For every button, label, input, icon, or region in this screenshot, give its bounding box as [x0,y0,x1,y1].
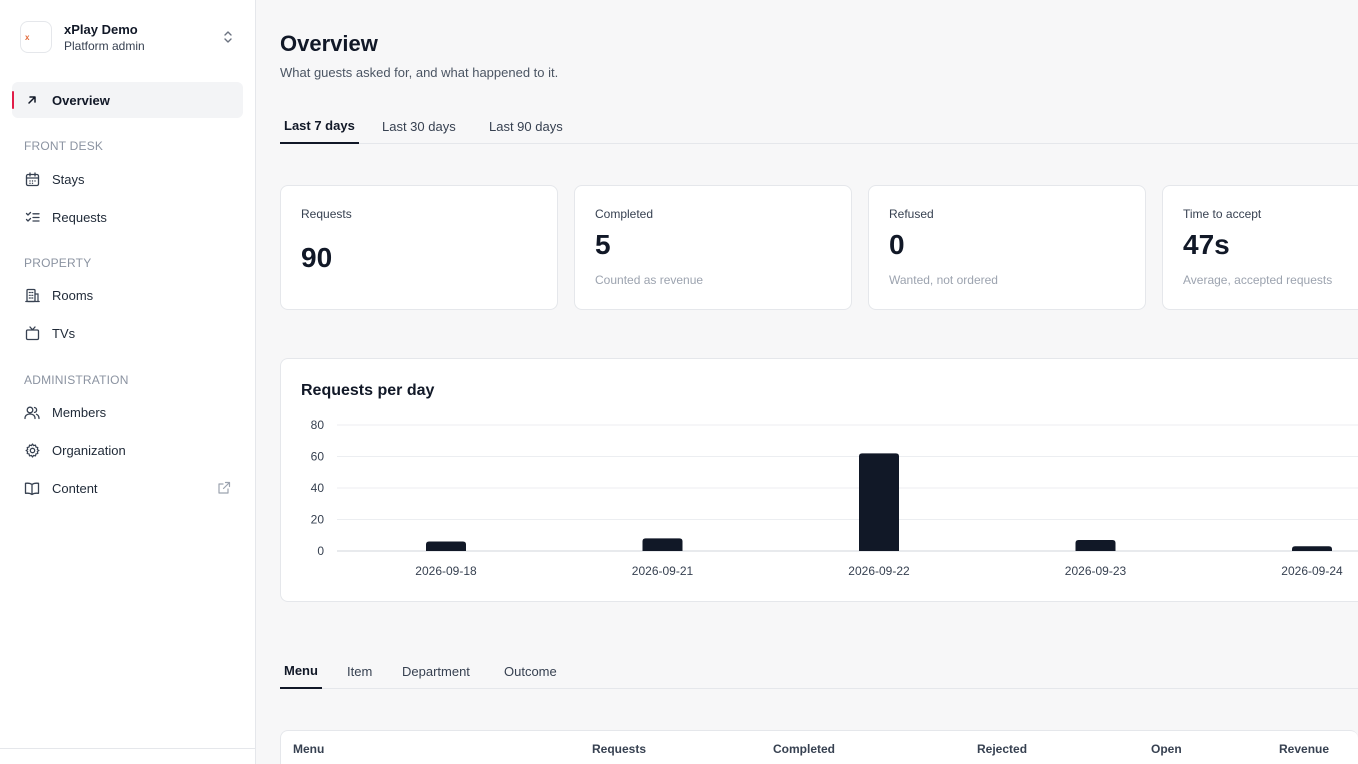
stat-value: 5 [595,229,611,260]
bar[interactable] [1075,539,1116,551]
requests-per-day-chart: 0 20 40 60 80 2026-09-18 2026-09-21 2026-09-22 2… [311,418,1358,578]
tv-icon [24,325,40,341]
stat-card-time-to-accept: Time to accept 47s Average, accepted req… [1162,185,1358,310]
stat-card-requests: Requests 90 [280,185,558,310]
tab-item[interactable]: Item [347,663,373,679]
tab-menu[interactable]: Menu [280,653,322,689]
tab-last-30-days[interactable]: Last 30 days [382,118,456,134]
org-text: xPlay Demo Platform admin [64,21,218,54]
nav-item-overview[interactable]: Overview [12,82,243,118]
org-name: xPlay Demo [64,21,138,37]
column-header-revenue[interactable]: Revenue [1279,742,1330,756]
section-label-administration: ADMINISTRATION [24,373,129,387]
gear-icon [24,442,40,458]
sidebar: x xPlay Demo Platform admin Overview FRO… [0,0,256,764]
tab-last-7-days[interactable]: Last 7 days [280,108,359,144]
bar[interactable] [642,538,683,551]
stat-note: Average, accepted requests [1183,273,1333,287]
x-tick-label: 2026-09-18 [415,564,477,578]
org-role: Platform admin [64,38,145,53]
x-tick-label: 2026-09-23 [1065,564,1127,578]
nav-item-members-label: Members [52,404,107,420]
stat-card-completed: Completed 5 Counted as revenue [574,185,852,310]
nav-item-stays[interactable]: Stays [12,161,243,197]
stat-label: Completed [595,207,654,221]
main-content: Overview What guests asked for, and what… [256,0,1358,764]
book-open-icon [24,480,40,496]
stat-note: Counted as revenue [595,273,704,287]
column-header-requests[interactable]: Requests [592,742,647,756]
external-link-icon [217,481,231,495]
column-header-open[interactable]: Open [1151,742,1182,756]
page-title: Overview [280,31,378,56]
x-tick-label: 2026-09-24 [1281,564,1343,578]
stat-note: Wanted, not ordered [889,273,998,287]
calendar-icon [24,171,40,187]
arrow-up-right-icon [24,92,40,108]
x-tick-label: 2026-09-21 [632,564,694,578]
y-tick-label: 40 [311,481,325,495]
nav-item-requests[interactable]: Requests [12,199,243,235]
bar[interactable] [1292,546,1332,551]
nav-item-organization[interactable]: Organization [12,432,243,468]
nav-item-overview-label: Overview [52,92,110,108]
tab-last-90-days[interactable]: Last 90 days [489,118,563,134]
checklist-icon [24,209,40,225]
stat-label: Time to accept [1183,207,1262,221]
nav-item-members[interactable]: Members [12,394,243,430]
x-tick-label: 2026-09-22 [848,564,910,578]
nav-item-rooms[interactable]: Rooms [12,277,243,313]
chart-card: Requests per day 0 20 40 60 80 2026-09-18 2026… [280,358,1358,602]
org-logo-text: x [25,32,30,42]
section-label-property: PROPERTY [24,256,92,270]
tab-outcome[interactable]: Outcome [504,663,557,679]
stat-label: Refused [889,207,934,221]
nav-item-organization-label: Organization [52,442,126,458]
sidebar-footer-divider [0,748,256,749]
y-tick-label: 60 [311,450,325,464]
page-subtitle: What guests asked for, and what happened… [280,65,559,80]
building-icon [24,287,40,303]
column-header-completed[interactable]: Completed [773,742,836,756]
section-label-front-desk: FRONT DESK [24,139,104,153]
nav-item-tvs-label: TVs [52,325,76,341]
column-header-rejected[interactable]: Rejected [977,742,1028,756]
y-tick-label: 20 [311,513,325,527]
tab-department[interactable]: Department [402,663,470,679]
nav-item-rooms-label: Rooms [52,287,94,303]
breakdown-tabs: Menu Item Department Outcome [280,653,1358,689]
chart-title: Requests per day [301,382,435,399]
y-tick-label: 0 [317,544,324,558]
range-tabs: Last 7 days Last 30 days Last 90 days [280,108,1358,144]
stat-card-refused: Refused 0 Wanted, not ordered [868,185,1146,310]
users-icon [24,404,40,420]
stat-value: 0 [889,229,905,260]
stat-label: Requests [301,207,352,221]
bar[interactable] [859,453,899,551]
org-switcher[interactable]: x xPlay Demo Platform admin [12,14,244,60]
bar[interactable] [426,541,466,551]
nav-item-content[interactable]: Content [12,470,243,506]
chevron-up-down-icon[interactable] [218,27,238,47]
nav-item-tvs[interactable]: TVs [12,315,243,351]
org-logo: x [20,21,52,53]
stat-value: 90 [301,242,333,273]
nav-item-requests-label: Requests [52,209,107,225]
nav-item-stays-label: Stays [52,171,85,187]
stat-value: 47s [1183,229,1230,260]
nav-item-content-label: Content [52,480,98,496]
column-header-menu[interactable]: Menu [293,742,325,756]
y-tick-label: 80 [311,418,325,432]
breakdown-table: Menu Requests Completed Rejected Open Re… [280,730,1358,764]
